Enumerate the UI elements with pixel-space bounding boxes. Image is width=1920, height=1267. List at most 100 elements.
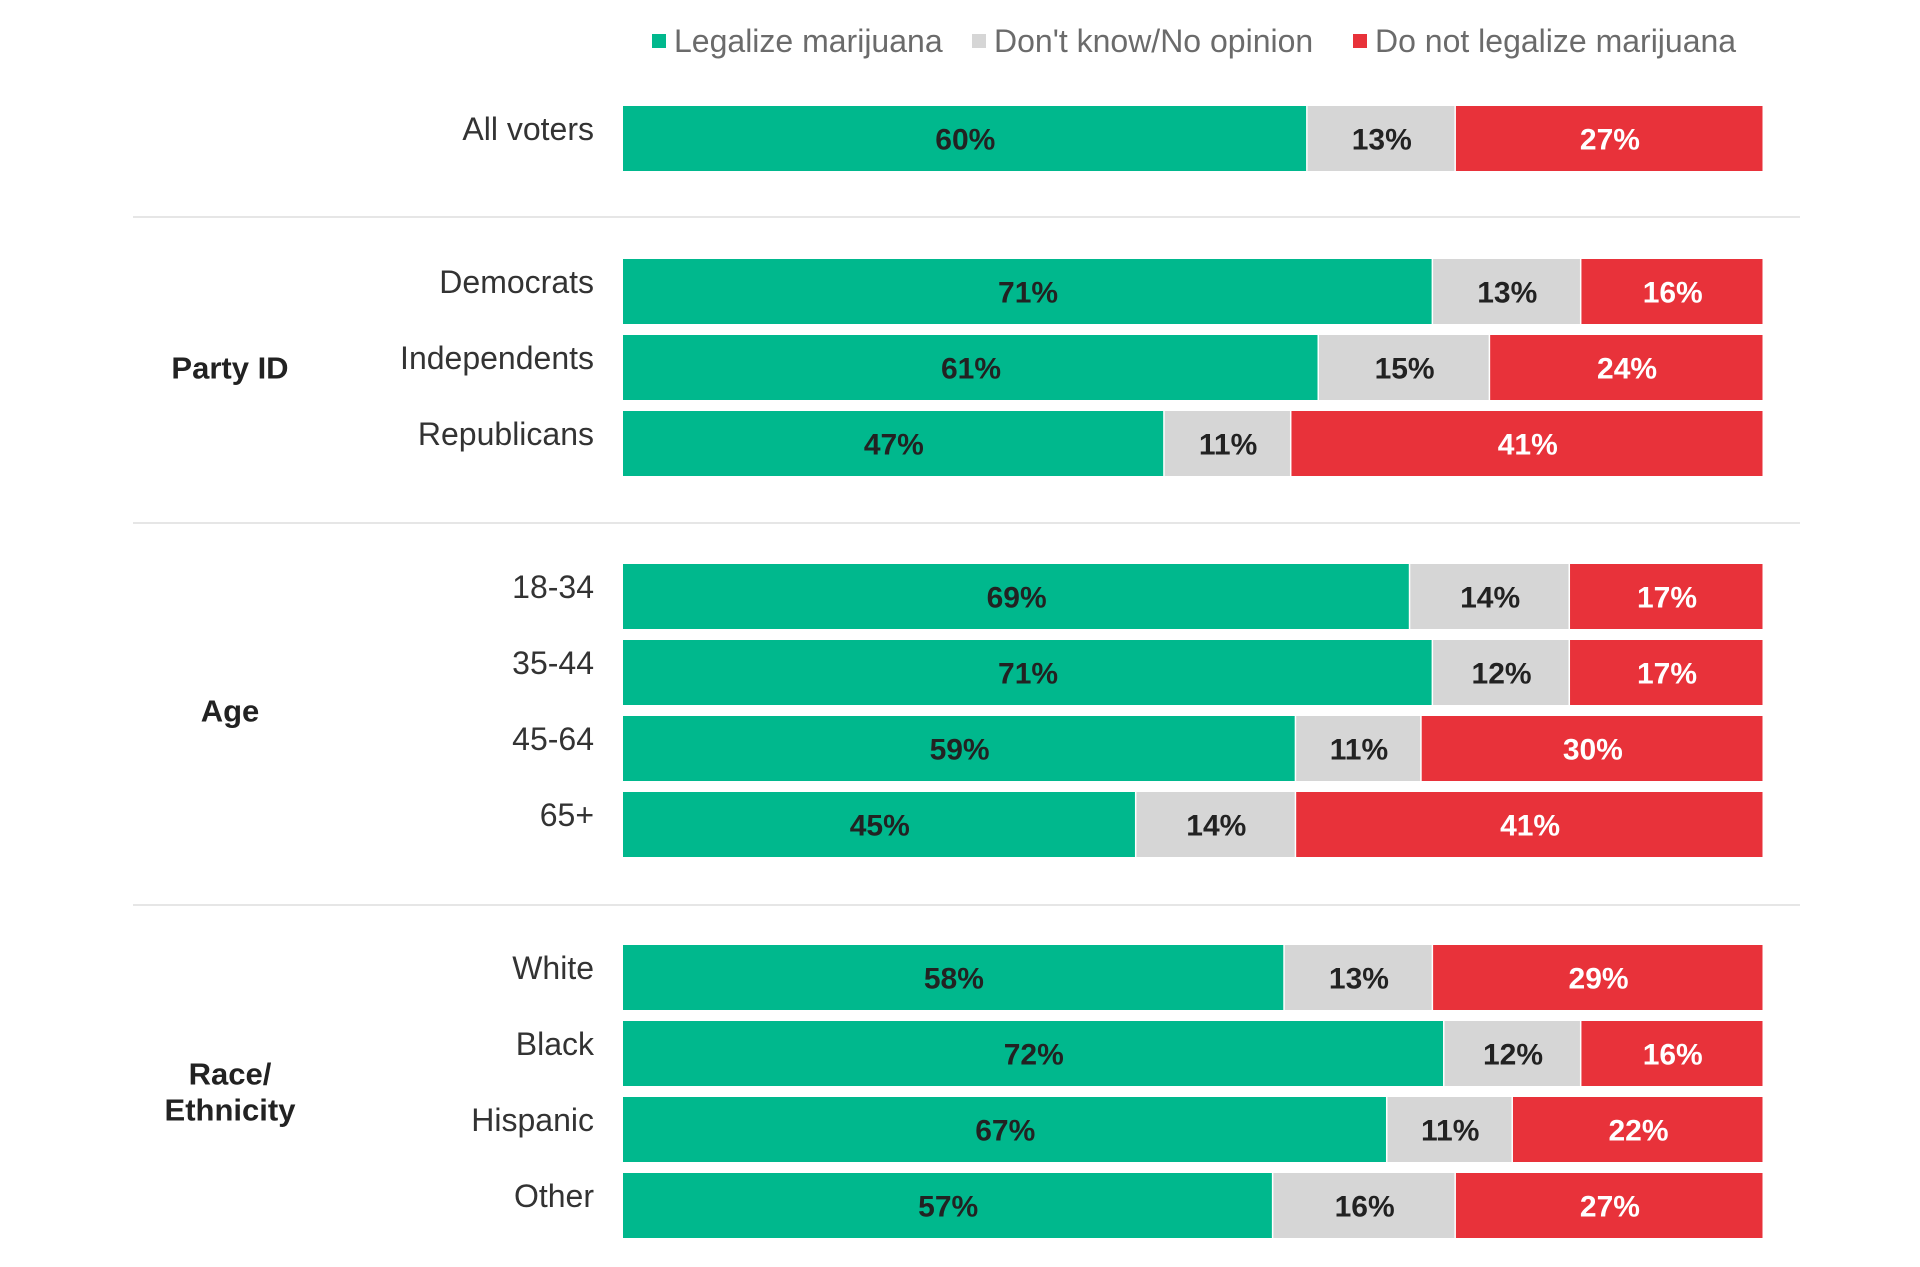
- bar-segment-dont-know: [1284, 945, 1432, 1010]
- group-separators: [133, 216, 1800, 906]
- bar-segment-legalize: [623, 106, 1307, 171]
- bar-segment-not-legalize: [1433, 945, 1763, 1010]
- bar-segment-legalize: [623, 259, 1432, 324]
- bar-row: 18-34 69% 14% 17%: [512, 564, 1763, 629]
- bar-row: Other 57% 16% 27%: [514, 1173, 1763, 1238]
- bar-row: All voters 60% 13% 27%: [462, 106, 1763, 171]
- bar-segment-not-legalize: [1490, 335, 1763, 400]
- bar-value-label: 13%: [1329, 963, 1389, 996]
- bar-segment-legalize: [623, 564, 1409, 629]
- bar-segment-not-legalize: [1581, 259, 1763, 324]
- row-label: 65+: [540, 797, 594, 833]
- bar-value-label: 57%: [918, 1191, 978, 1224]
- bar-value-label: 22%: [1608, 1115, 1668, 1148]
- bar-value-label: 11%: [1199, 429, 1257, 462]
- bar-segment-not-legalize: [1421, 716, 1763, 781]
- bar-segment-legalize: [623, 945, 1284, 1010]
- bar-segment-dont-know: [1296, 716, 1421, 781]
- legend-swatch-0: [652, 34, 666, 48]
- bar-value-label: 47%: [864, 429, 924, 462]
- bar-value-label: 13%: [1352, 124, 1412, 157]
- bar-segment-dont-know: [1433, 640, 1569, 705]
- bar-row: Independents 61% 15% 24%: [400, 335, 1763, 400]
- group-label-3: Race/Ethnicity: [165, 1057, 297, 1128]
- bar-value-label: 16%: [1643, 1039, 1703, 1072]
- bar-segment-not-legalize: [1581, 1021, 1763, 1086]
- bar-value-label: 45%: [850, 810, 910, 843]
- group-label-line: Ethnicity: [165, 1093, 297, 1128]
- bar-segment-dont-know: [1273, 1173, 1455, 1238]
- row-label: White: [512, 950, 594, 986]
- bar-value-label: 60%: [935, 124, 995, 157]
- bar-row: 65+ 45% 14% 41%: [540, 792, 1763, 857]
- row-label: Democrats: [439, 264, 594, 300]
- bar-value-label: 61%: [941, 353, 1001, 386]
- bar-value-label: 16%: [1643, 277, 1703, 310]
- bar-value-label: 29%: [1569, 963, 1629, 996]
- legend-label-0: Legalize marijuana: [674, 23, 943, 59]
- bar-value-label: 17%: [1637, 658, 1697, 691]
- bar-row: Hispanic 67% 11% 22%: [471, 1097, 1763, 1162]
- bar-segment-not-legalize: [1570, 564, 1763, 629]
- row-label: All voters: [462, 111, 594, 147]
- legend-swatch-1: [972, 34, 986, 48]
- bar-segment-legalize: [623, 792, 1135, 857]
- group-label-line: Race/: [189, 1057, 272, 1092]
- bar-value-label: 27%: [1580, 124, 1640, 157]
- bar-segment-legalize: [623, 716, 1295, 781]
- bar-segment-not-legalize: [1296, 792, 1763, 857]
- bar-value-label: 71%: [998, 277, 1058, 310]
- row-label: Hispanic: [471, 1102, 594, 1138]
- bar-value-label: 41%: [1500, 810, 1560, 843]
- legend-label-1: Don't know/No opinion: [994, 23, 1313, 59]
- group-label-1: Party ID: [171, 351, 288, 386]
- row-label: Independents: [400, 340, 594, 376]
- bar-segment-not-legalize: [1455, 106, 1763, 171]
- bar-segment-dont-know: [1444, 1021, 1580, 1086]
- bar-segment-dont-know: [1136, 792, 1295, 857]
- bar-value-label: 11%: [1421, 1115, 1479, 1148]
- bar-value-label: 14%: [1186, 810, 1246, 843]
- bar-segment-dont-know: [1164, 411, 1290, 476]
- bar-segment-dont-know: [1433, 259, 1580, 324]
- bar-row: 45-64 59% 11% 30%: [512, 716, 1763, 781]
- bar-row: Democrats 71% 13% 16%: [439, 259, 1763, 324]
- bar-value-label: 30%: [1563, 734, 1623, 767]
- bar-row: Republicans 47% 11% 41%: [418, 411, 1763, 476]
- bar-value-label: 59%: [930, 734, 990, 767]
- row-label: Republicans: [418, 416, 594, 452]
- bar-value-label: 13%: [1477, 277, 1537, 310]
- legend-label-2: Do not legalize marijuana: [1375, 23, 1736, 59]
- group-labels: Party ID Age Race/Ethnicity: [165, 351, 297, 1128]
- bar-segment-dont-know: [1307, 106, 1455, 171]
- bar-row: White 58% 13% 29%: [512, 945, 1763, 1010]
- bar-segment-not-legalize: [1455, 1173, 1763, 1238]
- bar-value-label: 24%: [1597, 353, 1657, 386]
- group-label-line: Party ID: [171, 351, 288, 386]
- bar-value-label: 72%: [1004, 1039, 1064, 1072]
- row-label: Black: [516, 1026, 595, 1062]
- row-label: 45-64: [512, 721, 594, 757]
- bar-segment-dont-know: [1410, 564, 1569, 629]
- bar-segment-not-legalize: [1570, 640, 1763, 705]
- bar-segment-not-legalize: [1512, 1097, 1763, 1162]
- bar-value-label: 16%: [1335, 1191, 1395, 1224]
- row-label: 18-34: [512, 569, 594, 605]
- legend-swatch-2: [1353, 34, 1367, 48]
- bar-value-label: 58%: [924, 963, 984, 996]
- bar-row: 35-44 71% 12% 17%: [512, 640, 1763, 705]
- bar-segment-legalize: [623, 335, 1318, 400]
- bar-value-label: 12%: [1472, 658, 1532, 691]
- legend: Legalize marijuana Don't know/No opinion D…: [652, 23, 1736, 59]
- bar-segment-dont-know: [1319, 335, 1489, 400]
- bar-row: Black 72% 12% 16%: [516, 1021, 1763, 1086]
- bar-value-label: 14%: [1460, 582, 1520, 615]
- bar-value-label: 17%: [1637, 582, 1697, 615]
- bar-segment-not-legalize: [1291, 411, 1763, 476]
- row-label: 35-44: [512, 645, 594, 681]
- bar-segment-legalize: [623, 1097, 1386, 1162]
- bar-value-label: 12%: [1483, 1039, 1543, 1072]
- group-label-2: Age: [201, 694, 260, 729]
- bar-segment-legalize: [623, 1173, 1272, 1238]
